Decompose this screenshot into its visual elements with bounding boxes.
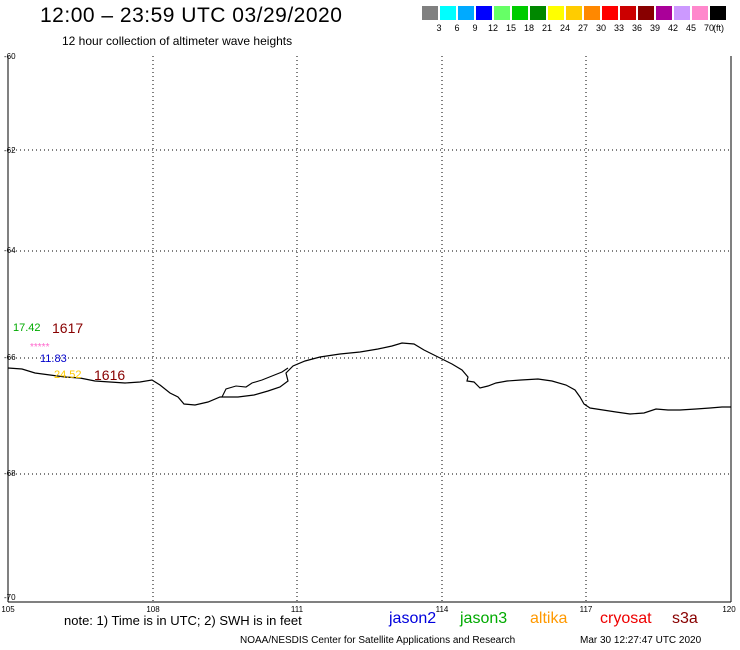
lat-label: -66 [4,353,16,362]
scale-swatch-10 [584,6,600,20]
scale-label: 12 [487,23,498,33]
scale-swatch-13 [638,6,654,20]
scale-swatch-16 [692,6,708,20]
legend-jason3: jason3 [460,610,508,627]
scale-swatch-7 [530,6,546,20]
scale-label: 39 [649,23,660,33]
scale-unit: (ft) [713,23,724,33]
lat-label: -62 [4,146,16,155]
pressure-label: 1617 [52,320,84,336]
scale-label: 15 [505,23,516,33]
scale-swatch-17 [710,6,726,20]
scale-label: 42 [667,23,678,33]
lon-label: 117 [579,605,593,614]
scale-label: 18 [523,23,534,33]
scale-swatch-3 [458,6,474,20]
scale-swatch-12 [620,6,636,20]
scale-swatch-8 [548,6,564,20]
legend-jason2: jason2 [389,610,437,627]
wave-height-label: 17.42 [13,322,41,334]
scale-swatch-4 [476,6,492,20]
scale-swatch-2 [440,6,456,20]
lat-label: -60 [4,52,16,61]
scale-swatch-1 [422,6,438,20]
lon-label: 105 [1,605,15,614]
credit-line: NOAA/NESDIS Center for Satellite Applica… [240,635,516,646]
scale-label: 24 [559,23,570,33]
lat-label: -64 [4,246,16,255]
map-subtitle: 12 hour collection of altimeter wave hei… [62,34,293,48]
scale-label: 27 [577,23,588,33]
legend-cryosat: cryosat [600,610,652,627]
missing-data-marker: ***** [30,342,50,353]
scale-label: 36 [631,23,642,33]
scale-swatch-14 [656,6,672,20]
lon-label: 111 [290,605,304,614]
legend-s3a: s3a [672,610,698,627]
wave-height-label: 11.83 [40,353,67,365]
footer-note: note: 1) Time is in UTC; 2) SWH is in fe… [64,613,302,628]
pressure-label: 1616 [94,367,126,383]
coastline-inlet [221,367,289,398]
lat-label: -70 [4,593,16,602]
scale-label: 45 [685,23,696,33]
scale-swatch-6 [512,6,528,20]
scale-label: 9 [472,23,478,33]
lon-label: 108 [146,605,160,614]
graticule [8,56,731,602]
lat-label: -68 [4,469,16,478]
generated-timestamp: Mar 30 12:27:47 UTC 2020 [580,635,702,646]
wave-height-label: 24.52 [54,369,82,381]
scale-label: 21 [541,23,552,33]
scale-swatch-9 [566,6,582,20]
scale-swatch-15 [674,6,690,20]
scale-swatch-11 [602,6,618,20]
scale-label: 3 [436,23,442,33]
lon-label: 120 [722,605,736,614]
coastline [7,342,731,415]
scale-label: 30 [595,23,606,33]
map-title: 12:00 – 23:59 UTC 03/29/2020 [40,4,343,27]
lon-label: 114 [435,605,449,614]
scale-label: 33 [613,23,624,33]
scale-label: 70 [703,23,714,33]
map-frame [7,56,732,603]
scale-swatch-5 [494,6,510,20]
legend-altika: altika [530,610,568,627]
scale-label: 6 [454,23,460,33]
